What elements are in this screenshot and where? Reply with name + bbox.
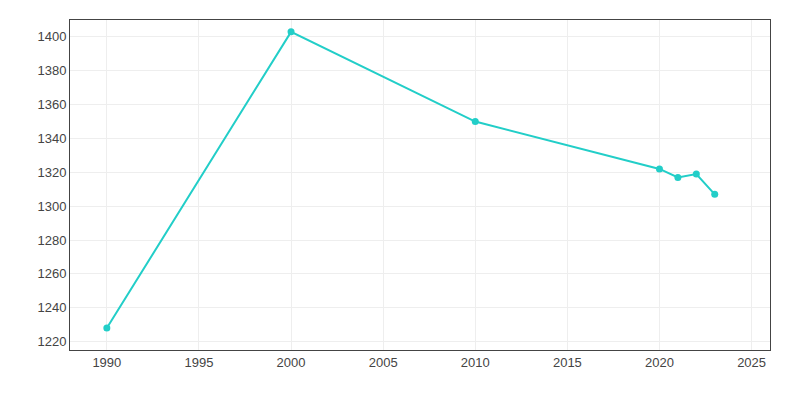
svg-text:1300: 1300 [37,199,66,214]
svg-text:1280: 1280 [37,233,66,248]
svg-text:1360: 1360 [37,97,66,112]
svg-text:1995: 1995 [184,355,213,370]
svg-text:1320: 1320 [37,165,66,180]
svg-text:1380: 1380 [37,63,66,78]
svg-text:2000: 2000 [277,355,306,370]
svg-text:2015: 2015 [553,355,582,370]
svg-text:2005: 2005 [369,355,398,370]
svg-text:1400: 1400 [37,29,66,44]
svg-text:1260: 1260 [37,266,66,281]
svg-text:1220: 1220 [37,334,66,349]
svg-text:1990: 1990 [92,355,121,370]
svg-text:1240: 1240 [37,300,66,315]
svg-text:2025: 2025 [737,355,766,370]
svg-text:1340: 1340 [37,131,66,146]
svg-text:2010: 2010 [461,355,490,370]
svg-text:2020: 2020 [645,355,674,370]
